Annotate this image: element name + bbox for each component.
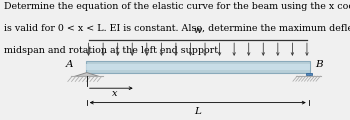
Text: w: w xyxy=(194,26,202,35)
Text: Determine the equation of the elastic curve for the beam using the x coordinate : Determine the equation of the elastic cu… xyxy=(4,2,350,11)
Polygon shape xyxy=(75,73,99,76)
Text: is valid for 0 < x < L. EI is constant. Also, determine the maximum deflection a: is valid for 0 < x < L. EI is constant. … xyxy=(4,24,350,33)
Bar xyxy=(86,64,310,70)
Text: B: B xyxy=(315,60,323,69)
Text: L: L xyxy=(194,107,201,116)
Bar xyxy=(306,73,312,75)
Text: A: A xyxy=(65,60,73,69)
Text: x: x xyxy=(112,89,118,98)
Text: midspan and rotation at the left end support.: midspan and rotation at the left end sup… xyxy=(4,46,221,55)
Bar xyxy=(86,61,310,73)
